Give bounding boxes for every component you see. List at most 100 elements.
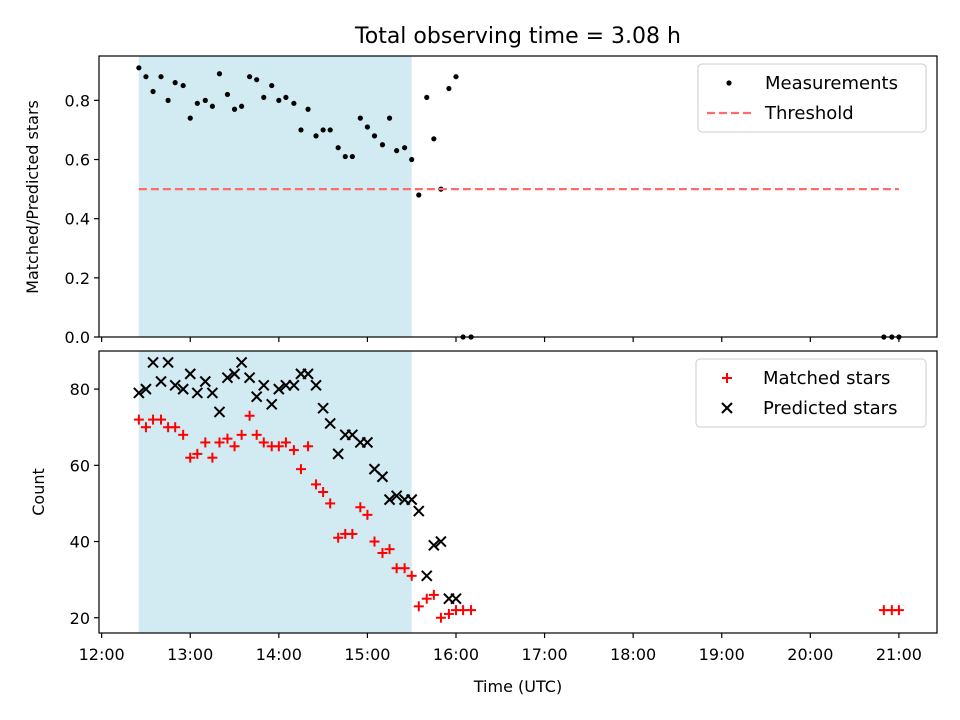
bottom-series-predicted-stars (133, 356, 462, 605)
bottom-data-point (399, 563, 410, 574)
bottom-data-point (288, 379, 300, 392)
bottom-data-point (162, 356, 174, 369)
marker-stroke (332, 448, 344, 460)
bottom-data-point (295, 464, 306, 475)
bottom-data-point (413, 601, 424, 612)
bottom-data-point (361, 436, 374, 449)
bottom-data-point (325, 498, 336, 509)
marker-stroke (184, 368, 196, 380)
bottom-data-point (140, 383, 152, 395)
marker-stroke (324, 417, 336, 430)
bottom-data-point (244, 410, 255, 421)
bottom-data-point (280, 437, 291, 448)
bottom-y-axis-label: Count (29, 468, 48, 516)
bottom-data-point (251, 429, 262, 440)
x-tick-label: 17:00 (522, 645, 568, 664)
top-data-point (291, 100, 297, 106)
top-series-measurements (136, 65, 902, 340)
top-shaded-region (138, 56, 412, 337)
marker-stroke (273, 383, 285, 395)
bottom-data-point (405, 493, 418, 506)
bottom-data-point (288, 445, 299, 456)
bottom-data-point (377, 547, 388, 558)
marker-stroke (368, 463, 381, 475)
bottom-data-point (213, 406, 226, 418)
top-y-tick-label: 0.0 (65, 328, 90, 347)
bottom-data-point (250, 391, 263, 403)
top-data-point (305, 106, 311, 112)
bottom-data-point (206, 387, 219, 399)
top-y-tick-label: 0.6 (65, 151, 90, 170)
top-data-point (231, 106, 238, 112)
top-data-point (342, 153, 348, 160)
marker-stroke (258, 379, 270, 392)
bottom-data-point (355, 502, 366, 513)
bottom-data-point (185, 452, 196, 463)
bottom-data-point (266, 398, 278, 411)
bottom-legend-label: Matched stars (763, 368, 890, 389)
top-data-point (349, 153, 355, 160)
legend-marker (726, 80, 732, 86)
marker-stroke (266, 398, 278, 411)
bottom-data-point (390, 490, 403, 502)
bottom-data-point (221, 371, 234, 384)
x-tick-label: 20:00 (787, 645, 833, 664)
bottom-data-point (258, 379, 270, 392)
bottom-data-point (199, 375, 212, 388)
bottom-data-point (214, 437, 225, 448)
bottom-panel: 20 40 60 80 12:00 13:00 14:00 15:00 16:00 17:00 18… (70, 350, 938, 664)
bottom-data-point (376, 471, 389, 483)
bottom-data-point (200, 437, 211, 448)
marker-stroke (435, 535, 447, 548)
bottom-data-point (384, 544, 395, 555)
bottom-data-point (317, 402, 329, 414)
top-data-point (394, 148, 400, 154)
marker-stroke (383, 493, 396, 506)
top-data-point (409, 156, 415, 163)
bottom-y-tick-label: 40 (70, 533, 90, 552)
chart-title: Total observing time = 3.08 h (354, 24, 681, 49)
marker-stroke (162, 356, 174, 369)
bottom-y-tick-label: 80 (70, 380, 90, 399)
bottom-data-point (229, 441, 240, 452)
top-data-point (143, 74, 149, 80)
bottom-y-tick-label: 20 (70, 609, 90, 628)
top-data-point (313, 133, 319, 139)
bottom-data-point (428, 589, 439, 600)
bottom-data-point (421, 593, 432, 604)
marker-stroke (199, 375, 212, 388)
top-data-point (194, 100, 200, 106)
bottom-data-point (207, 452, 218, 463)
x-tick-label: 15:00 (344, 645, 390, 664)
bottom-data-point (192, 448, 203, 459)
top-data-point (446, 85, 452, 92)
top-data-point (216, 71, 223, 77)
bottom-data-point (383, 493, 396, 506)
bottom-data-point (310, 379, 322, 392)
top-data-point (239, 103, 245, 109)
bottom-legend: Matched stars Predicted stars (695, 358, 927, 428)
x-tick-label: 16:00 (433, 645, 479, 664)
bottom-data-point (170, 422, 181, 433)
marker-stroke (213, 406, 226, 418)
bottom-data-point (333, 532, 344, 543)
marker-stroke (191, 387, 204, 399)
bottom-data-point (302, 368, 314, 380)
bottom-data-point (273, 383, 285, 395)
top-plot-frame (98, 55, 938, 338)
top-data-point (357, 115, 363, 121)
marker-stroke (235, 356, 248, 369)
top-data-point (180, 82, 186, 89)
marker-stroke (413, 505, 425, 517)
bottom-data-point (318, 487, 329, 497)
bottom-series-matched-stars (133, 410, 904, 623)
top-data-point (158, 74, 164, 80)
x-axis-label: Time (UTC) (473, 677, 562, 696)
bottom-legend-label: Predicted stars (763, 398, 897, 419)
marker-stroke (390, 490, 403, 502)
bottom-data-point (466, 605, 477, 616)
marker-stroke (133, 387, 145, 399)
bottom-data-point (243, 371, 256, 384)
bottom-legend-box (695, 358, 927, 428)
bottom-data-point (133, 414, 144, 425)
